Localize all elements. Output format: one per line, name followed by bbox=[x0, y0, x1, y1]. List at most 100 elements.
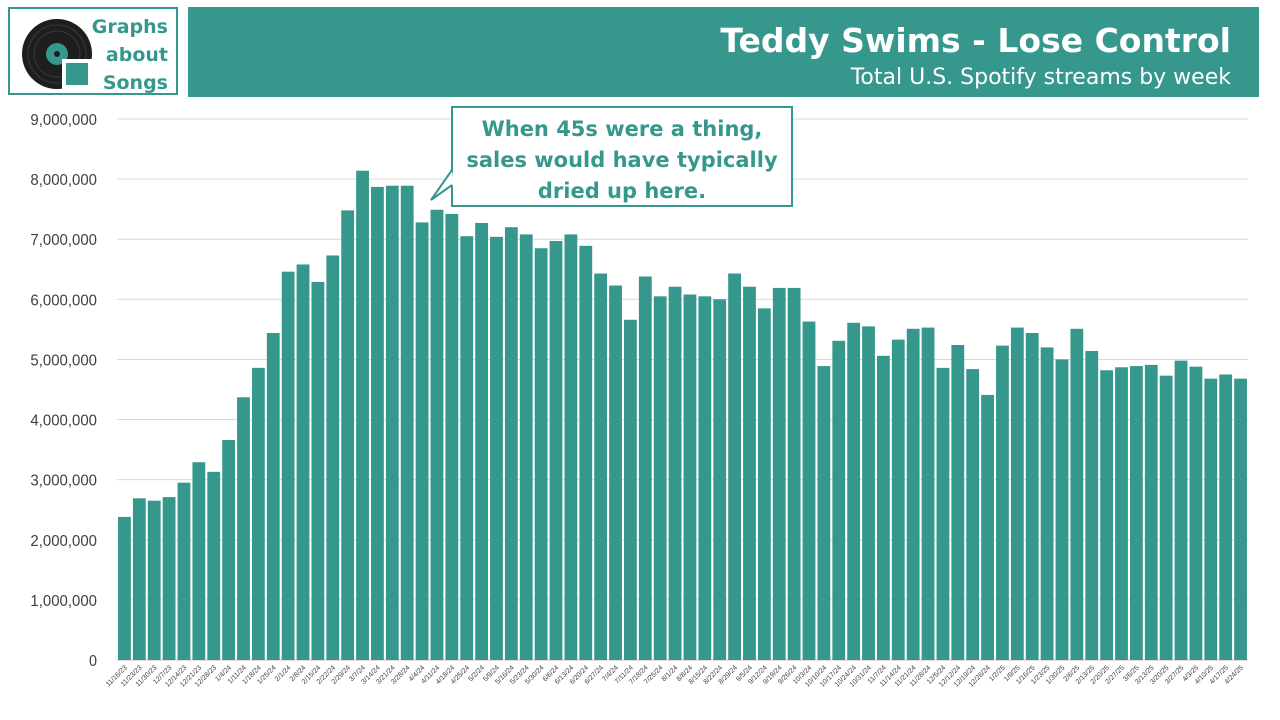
chart-subtitle: Total U.S. Spotify streams by week bbox=[850, 65, 1231, 90]
bar bbox=[757, 308, 771, 660]
annotation-line-3: dried up here. bbox=[537, 179, 707, 203]
bar bbox=[1070, 328, 1084, 660]
bar bbox=[430, 209, 444, 660]
vinyl-record-icon bbox=[22, 19, 94, 91]
bar bbox=[534, 248, 548, 661]
x-axis-tick-labels: 11/16/2311/23/2311/30/2312/7/2312/14/231… bbox=[105, 664, 1245, 688]
bar bbox=[326, 255, 340, 660]
chart-title: Teddy Swims - Lose Control bbox=[720, 21, 1231, 60]
bar bbox=[371, 186, 384, 660]
bar bbox=[743, 286, 756, 660]
bar bbox=[207, 471, 221, 660]
bar bbox=[1219, 374, 1233, 660]
y-tick-label: 5,000,000 bbox=[30, 352, 97, 369]
bar bbox=[281, 271, 295, 660]
bar bbox=[862, 326, 875, 660]
bar bbox=[266, 333, 280, 660]
annotation-line-1: When 45s were a thing, bbox=[481, 117, 763, 141]
bar bbox=[132, 498, 146, 660]
bar bbox=[460, 236, 474, 660]
bar bbox=[1115, 367, 1128, 660]
bar bbox=[1159, 375, 1173, 660]
bar bbox=[1174, 360, 1188, 660]
bar bbox=[1085, 351, 1099, 660]
bar bbox=[936, 367, 950, 660]
y-tick-label: 2,000,000 bbox=[30, 533, 97, 550]
bar bbox=[1204, 378, 1218, 660]
bar bbox=[817, 366, 831, 660]
bar bbox=[698, 296, 712, 660]
bar bbox=[653, 296, 667, 660]
brand-logo: Graphs about Songs bbox=[8, 7, 178, 95]
annotation-callout: When 45s were a thing, sales would have … bbox=[451, 106, 793, 207]
bar bbox=[668, 286, 682, 660]
y-axis-tick-labels: 0 1,000,000 2,000,000 3,000,000 4,000,000 5,0… bbox=[30, 112, 97, 670]
header-banner: Teddy Swims - Lose Control Total U.S. Sp… bbox=[188, 7, 1259, 97]
bar bbox=[1129, 366, 1143, 660]
bar bbox=[638, 276, 652, 660]
bar bbox=[192, 462, 206, 660]
bar bbox=[579, 245, 593, 660]
brand-name: Graphs about Songs bbox=[92, 13, 168, 97]
bar bbox=[1144, 364, 1158, 660]
bar bbox=[1189, 366, 1203, 660]
brand-line-3: Songs bbox=[102, 72, 168, 94]
bar bbox=[683, 294, 697, 660]
bar bbox=[996, 345, 1009, 660]
y-tick-label: 0 bbox=[89, 653, 97, 670]
bar bbox=[787, 287, 801, 660]
bar bbox=[832, 340, 846, 660]
annotation-line-2: sales would have typically bbox=[466, 148, 778, 172]
brand-line-2: about bbox=[105, 44, 168, 66]
bar bbox=[385, 185, 399, 660]
bar bbox=[564, 234, 578, 660]
bar bbox=[162, 497, 176, 660]
bar bbox=[624, 319, 637, 660]
bar bbox=[609, 285, 622, 660]
bar bbox=[877, 355, 890, 660]
y-tick-label: 7,000,000 bbox=[30, 232, 97, 249]
bar bbox=[1010, 327, 1024, 660]
bar bbox=[1234, 378, 1247, 660]
bar bbox=[772, 287, 786, 660]
bar bbox=[504, 227, 518, 660]
y-tick-label: 3,000,000 bbox=[30, 473, 97, 490]
bar bbox=[728, 273, 741, 660]
bar bbox=[906, 328, 920, 660]
bar bbox=[177, 482, 191, 660]
bar bbox=[549, 241, 563, 660]
y-tick-label: 8,000,000 bbox=[30, 172, 97, 189]
bar bbox=[594, 273, 608, 660]
bar bbox=[966, 369, 980, 660]
brand-line-1: Graphs bbox=[91, 16, 168, 38]
annotation-text: When 45s were a thing, sales would have … bbox=[453, 114, 791, 207]
bar bbox=[356, 170, 369, 660]
bar bbox=[1055, 359, 1069, 660]
bar bbox=[981, 394, 994, 660]
bar bbox=[951, 345, 965, 660]
bar bbox=[237, 397, 250, 660]
bar bbox=[296, 264, 310, 660]
bar bbox=[847, 322, 861, 660]
bar bbox=[490, 236, 503, 660]
bar bbox=[415, 222, 429, 660]
bar bbox=[445, 213, 459, 661]
y-tick-label: 1,000,000 bbox=[30, 593, 97, 610]
bar bbox=[1025, 333, 1039, 660]
bar bbox=[1100, 370, 1114, 660]
bar bbox=[475, 222, 488, 661]
bars bbox=[118, 170, 1247, 661]
bar bbox=[311, 281, 325, 660]
bar bbox=[147, 500, 161, 660]
bar bbox=[118, 516, 131, 660]
y-tick-label: 6,000,000 bbox=[30, 292, 97, 309]
y-tick-label: 4,000,000 bbox=[30, 413, 97, 430]
bar bbox=[222, 439, 236, 660]
bar bbox=[921, 327, 935, 660]
bar bbox=[802, 321, 816, 660]
y-tick-label: 9,000,000 bbox=[30, 112, 97, 129]
bar bbox=[713, 299, 727, 660]
bar bbox=[519, 234, 533, 660]
bar bbox=[400, 185, 414, 660]
